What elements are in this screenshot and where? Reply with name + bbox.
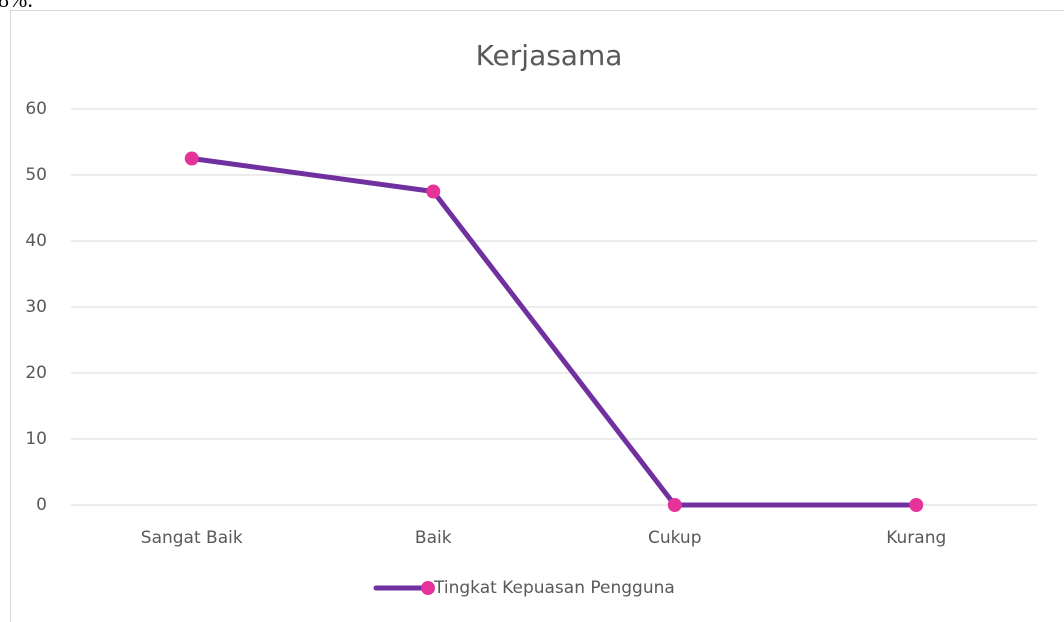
- x-tick-label: Kurang: [886, 528, 946, 548]
- series-marker: [184, 151, 199, 166]
- legend-marker: [421, 581, 435, 595]
- y-tick-label: 40: [25, 231, 47, 251]
- x-tick-label: Cukup: [648, 528, 702, 548]
- y-tick-label: 20: [25, 363, 47, 383]
- page-fragment: 8%.: [0, 0, 33, 12]
- chart-title: Kerjasama: [476, 39, 623, 72]
- series-marker: [426, 184, 441, 199]
- x-tick-label: Sangat Baik: [141, 528, 243, 548]
- series-marker: [909, 498, 924, 512]
- y-tick-label: 10: [25, 429, 47, 449]
- series-line: [191, 156, 917, 508]
- y-tick-label: 60: [25, 99, 47, 119]
- legend-label: Tingkat Kepuasan Pengguna: [433, 578, 675, 598]
- y-tick-label: 30: [25, 297, 47, 317]
- y-tick-label: 50: [25, 165, 47, 185]
- chart-border: [10, 10, 1064, 622]
- x-tick-label: Baik: [415, 528, 452, 548]
- y-tick-label: 0: [36, 495, 47, 515]
- series-marker: [667, 498, 682, 512]
